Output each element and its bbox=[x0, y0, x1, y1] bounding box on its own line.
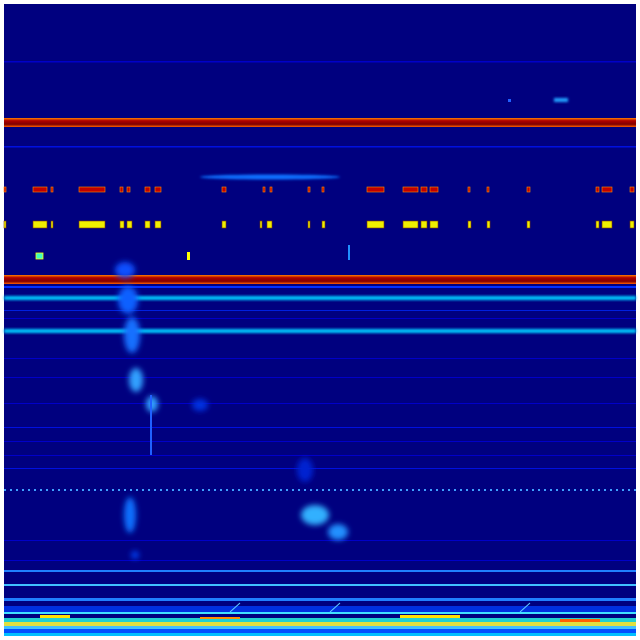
cyan-line bbox=[4, 296, 636, 300]
noise-floor bbox=[4, 570, 636, 636]
background bbox=[4, 4, 636, 636]
blip bbox=[35, 252, 44, 260]
red-band bbox=[4, 275, 636, 284]
red-band bbox=[4, 118, 636, 127]
blip bbox=[554, 98, 568, 102]
pulse-row-top bbox=[3, 186, 635, 193]
blip bbox=[348, 245, 350, 260]
cyan-line bbox=[4, 329, 636, 333]
blip bbox=[187, 252, 190, 260]
faint-lines bbox=[4, 61, 636, 561]
faint-blob bbox=[200, 174, 340, 180]
signal-streak bbox=[115, 262, 348, 559]
pulse-row-bottom bbox=[3, 220, 635, 229]
signal-line bbox=[150, 395, 152, 455]
blip bbox=[508, 99, 511, 102]
